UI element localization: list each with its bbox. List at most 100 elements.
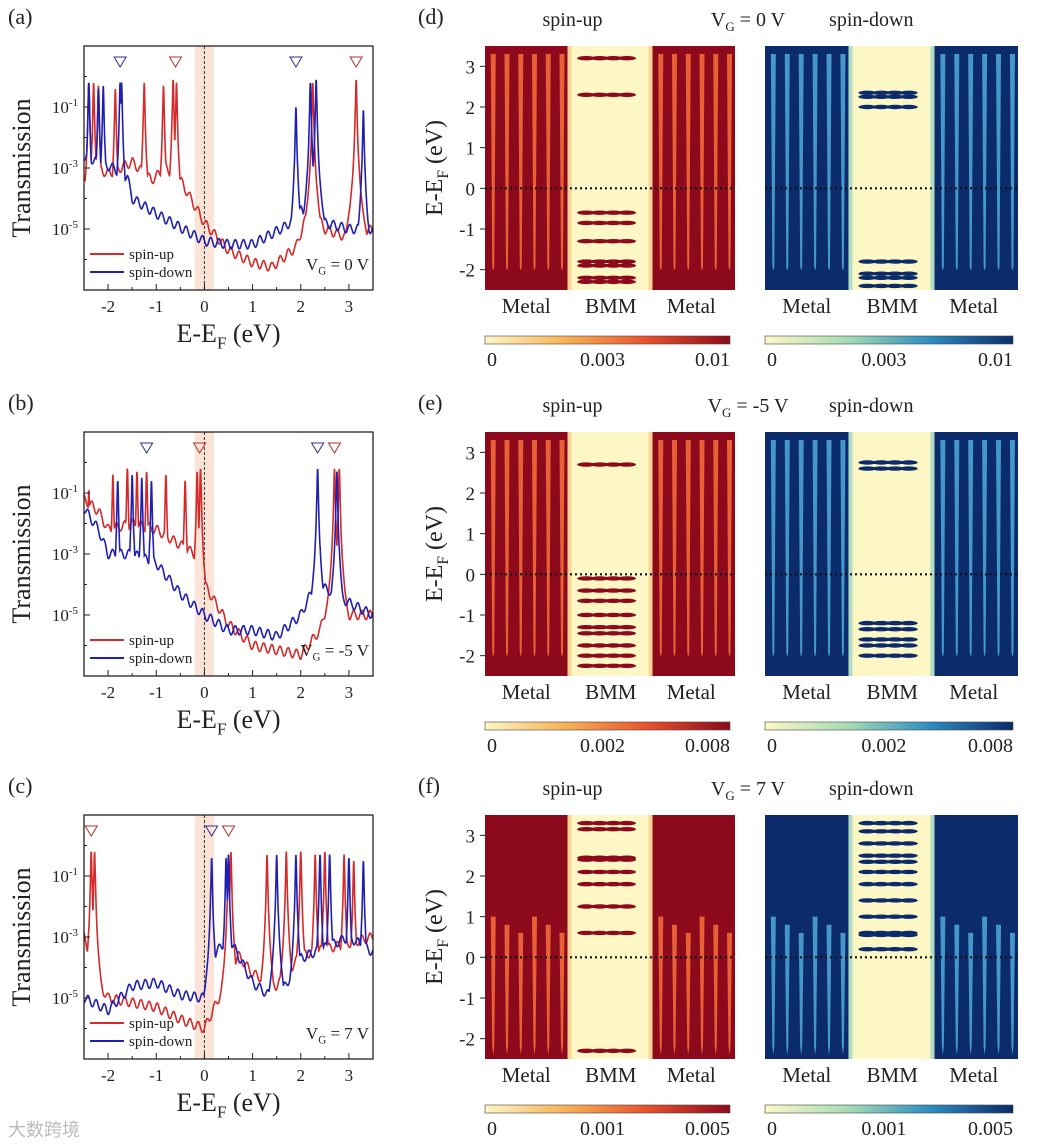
map-title: spin-up xyxy=(543,395,603,417)
bmm-state-level xyxy=(858,932,877,938)
metal-stripe xyxy=(798,440,804,660)
y-tick-label: 3 xyxy=(466,826,476,847)
bmm-region xyxy=(567,815,653,1059)
metal-stripe xyxy=(545,440,551,660)
bmm-state-level xyxy=(872,283,891,289)
metal-region xyxy=(934,815,1018,1059)
bmm-state-level xyxy=(604,820,623,826)
legend-label-spin-up: spin-up xyxy=(129,633,174,649)
x-axis-title-sub: F xyxy=(217,334,226,353)
metal-region xyxy=(934,46,1018,290)
bmm-state-level xyxy=(618,857,636,862)
y-tick-exp: -5 xyxy=(69,605,79,617)
bmm-state-level xyxy=(590,576,609,581)
bmm-state-level xyxy=(618,275,636,280)
heatmap-panel-e: (e) VG = -5 V 3 2 1 0 -1 -2 E-EF (eV) spin-up Meta… xyxy=(418,390,1018,757)
bmm-state-level xyxy=(577,56,596,61)
metal-region xyxy=(765,432,849,676)
bmm-state-level xyxy=(618,92,636,98)
y-tick-label: 1 xyxy=(466,908,476,929)
column-label-metal: Metal xyxy=(949,294,998,318)
bmm-state-level xyxy=(872,859,891,864)
peak-marker-triangle xyxy=(139,442,154,454)
column-label-bmm: BMM xyxy=(867,1063,919,1087)
gate-voltage-label: VG = -5 V xyxy=(300,641,369,663)
bmm-state-level xyxy=(604,625,623,630)
bmm-state-level xyxy=(590,643,609,648)
panel-label: (c) xyxy=(8,773,32,798)
y-tick-label: 3 xyxy=(466,57,476,78)
legend-label-spin-down: spin-down xyxy=(129,265,193,281)
x-tick-label: -2 xyxy=(101,683,115,702)
bmm-state-level xyxy=(872,653,891,658)
bmm-state-level xyxy=(872,932,891,938)
bmm-state-level xyxy=(577,462,596,467)
bmm-state-level xyxy=(590,625,609,630)
x-tick-label: 3 xyxy=(345,1066,354,1085)
x-axis-title: E-EF (eV) xyxy=(177,1088,281,1122)
bmm-state-level xyxy=(858,460,877,465)
bmm-state-level xyxy=(872,853,891,858)
bmm-region xyxy=(567,432,653,676)
bmm-state-level xyxy=(885,914,904,919)
bmm-state-level xyxy=(590,857,609,862)
y-tick-base: 10 xyxy=(52,98,69,117)
bmm-state-level xyxy=(604,930,623,936)
bmm-state-level xyxy=(899,283,918,289)
bmm-state-level xyxy=(858,829,877,834)
bmm-state-level xyxy=(590,263,609,268)
bmm-state-level xyxy=(604,827,623,832)
bmm-state-level xyxy=(899,820,918,826)
column-label-metal: Metal xyxy=(667,294,716,318)
metal-stripe xyxy=(982,916,988,1055)
x-tick-label: 2 xyxy=(297,297,306,316)
metal-stripe xyxy=(490,440,496,660)
colorbar xyxy=(484,721,731,731)
heatmap-panel-f: (f) VG = 7 V 3 2 1 0 -1 -2 E-EF (eV) spin-up Metal… xyxy=(418,773,1018,1140)
colorbar xyxy=(764,335,1014,345)
low-energy-band xyxy=(485,655,568,676)
legend-label-spin-up: spin-up xyxy=(129,1016,174,1032)
bmm-state-level xyxy=(604,259,623,264)
y-tick-exp: -1 xyxy=(69,97,78,109)
bmm-state-level xyxy=(899,947,918,952)
bmm-state-level xyxy=(858,859,877,864)
bmm-state-level xyxy=(899,259,918,264)
bmm-state-level xyxy=(577,588,596,593)
metal-stripe xyxy=(968,54,974,274)
colorbar-tick-label: 0.003 xyxy=(580,349,625,371)
bmm-state-level xyxy=(858,283,877,289)
y-axis-title-sub: F xyxy=(435,939,452,948)
y-tick-label: -1 xyxy=(459,989,475,1010)
bmm-state-level xyxy=(858,637,877,642)
bmm-state-level xyxy=(858,914,877,919)
column-label-bmm: BMM xyxy=(867,294,919,318)
bmm-state-level xyxy=(577,663,596,669)
metal-region xyxy=(485,815,568,1059)
bmm-state-level xyxy=(590,275,609,280)
bmm-state-level xyxy=(858,869,877,875)
bmm-state-level xyxy=(618,612,636,618)
bmm-state-level xyxy=(590,820,609,826)
gate-voltage-label: VG = 7 V xyxy=(711,778,786,803)
y-tick-label: -2 xyxy=(459,261,475,282)
bmm-state-level xyxy=(577,220,596,226)
y-axis-title-sub: F xyxy=(435,556,452,565)
bmm-state-level xyxy=(604,598,623,603)
metal-stripe xyxy=(840,932,846,1055)
peak-marker-triangle xyxy=(349,56,364,68)
bmm-edge xyxy=(567,46,572,290)
x-axis-title-sub: F xyxy=(217,720,226,739)
gate-voltage-label: VG = 7 V xyxy=(306,1024,370,1046)
bmm-state-level xyxy=(899,898,918,903)
bmm-state-level xyxy=(872,869,891,875)
column-label-bmm: BMM xyxy=(585,1063,637,1087)
metal-stripe xyxy=(532,54,537,274)
colorbar-tick-label: 0.01 xyxy=(978,349,1013,371)
legend-label-spin-up: spin-up xyxy=(129,247,174,263)
bmm-state-level xyxy=(899,275,918,280)
y-axis-title: E-EF (eV) xyxy=(422,889,452,985)
bmm-state-level xyxy=(899,653,918,658)
metal-stripe xyxy=(713,54,719,274)
